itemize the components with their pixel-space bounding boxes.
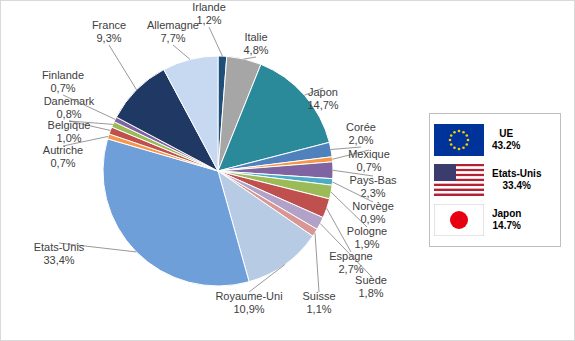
html-text:43.2%: 43.2% bbox=[492, 140, 521, 151]
svg-text:Allemagne7,7%: Allemagne7,7% bbox=[147, 19, 199, 44]
svg-text:Norvège0,9%: Norvège0,9% bbox=[352, 200, 394, 225]
svg-text:Italie4,8%: Italie4,8% bbox=[243, 31, 268, 56]
svg-text:France9,3%: France9,3% bbox=[92, 19, 126, 44]
html-text:UE: UE bbox=[499, 128, 514, 139]
svg-text:Belgique1,0%: Belgique1,0% bbox=[48, 119, 91, 144]
svg-text:Mexique0,7%: Mexique0,7% bbox=[348, 148, 390, 173]
html-text:2,7%: 2,7% bbox=[338, 263, 364, 275]
svg-text:Royaume-Uni10,9%: Royaume-Uni10,9% bbox=[215, 290, 282, 315]
svg-text:Suisse1,1%: Suisse1,1% bbox=[302, 290, 335, 315]
html-text:Irlande: Irlande bbox=[192, 1, 226, 13]
svg-text:Pologne1,9%: Pologne1,9% bbox=[347, 225, 387, 250]
html-text:33.4%: 33.4% bbox=[502, 180, 531, 191]
html-text:1,2%: 1,2% bbox=[196, 14, 222, 26]
svg-text:Corée2,0%: Corée2,0% bbox=[346, 121, 376, 146]
svg-text:Pays-Bas2,3%: Pays-Bas2,3% bbox=[349, 174, 397, 199]
svg-text:Suède1,8%: Suède1,8% bbox=[355, 274, 387, 299]
html-text:Etats-Unis: Etats-Unis bbox=[492, 168, 542, 179]
html-text:Espagne: Espagne bbox=[329, 250, 373, 262]
svg-text:Finlande0,7%: Finlande0,7% bbox=[42, 69, 84, 94]
svg-text:Autriche0,7%: Autriche0,7% bbox=[43, 144, 83, 169]
svg-text:Etats-Unis33,4%: Etats-Unis33,4% bbox=[34, 241, 85, 266]
svg-text:Japon14,7%: Japon14,7% bbox=[307, 86, 338, 111]
html-text:14.7%: 14.7% bbox=[492, 220, 521, 231]
html-text:Japon: Japon bbox=[492, 208, 522, 219]
svg-text:Danemark0,8%: Danemark0,8% bbox=[44, 95, 95, 120]
